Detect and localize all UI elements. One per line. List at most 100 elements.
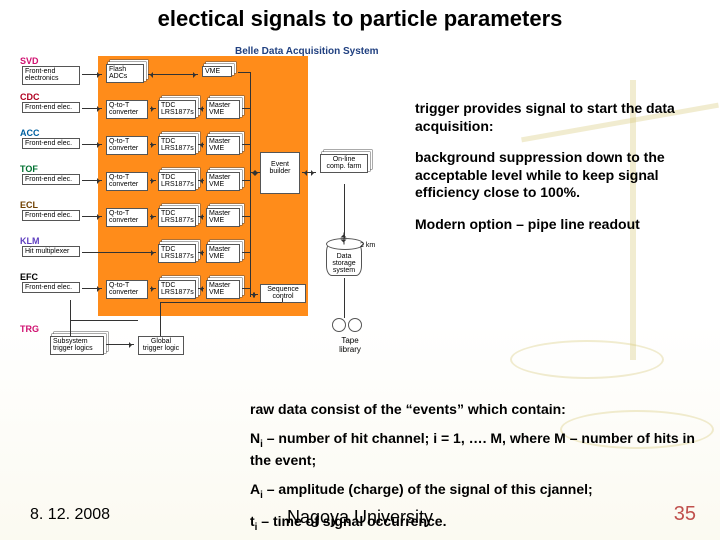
acc-master: MasterVME	[206, 136, 240, 155]
online-farm: On-line comp. farm	[320, 154, 368, 173]
wire	[70, 320, 138, 321]
data-storage: Data storage system	[326, 242, 362, 276]
label-acc: ACC	[20, 128, 50, 138]
wire	[160, 302, 161, 336]
arrow	[198, 144, 204, 145]
txt: A	[250, 481, 260, 497]
txt: LRS1877s	[161, 181, 194, 188]
txt: Master	[209, 210, 230, 217]
cdc-master: MasterVME	[206, 100, 240, 119]
arrow	[198, 252, 204, 253]
arrow	[150, 108, 156, 109]
txt: – amplitude (charge) of the signal of th…	[263, 481, 593, 497]
arrow	[148, 74, 198, 75]
arrow	[198, 180, 204, 181]
tape-library-label: Tape library	[330, 336, 370, 354]
ecl-tdc: TDCLRS1877s	[158, 208, 196, 227]
ecl-frontend: Front-end elec.	[22, 210, 80, 221]
txt: VME	[209, 253, 224, 260]
label-svd: SVD	[20, 56, 50, 66]
arrow	[150, 288, 156, 289]
klm-master: MasterVME	[206, 244, 240, 263]
tof-master: MasterVME	[206, 172, 240, 191]
txt: – number of hit channel; i = 1, …. M, wh…	[250, 430, 695, 468]
wire	[70, 300, 71, 336]
label-tof: TOF	[20, 164, 50, 174]
arrow	[250, 294, 258, 295]
txt: VME	[209, 217, 224, 224]
txt: LRS1877s	[161, 253, 194, 260]
label-ecl: ECL	[20, 200, 50, 210]
wire	[242, 144, 250, 145]
label-trg: TRG	[20, 324, 50, 334]
arrow	[82, 180, 102, 181]
arrow	[82, 144, 102, 145]
wire	[344, 184, 345, 238]
arrow	[150, 180, 156, 181]
wire	[238, 72, 250, 73]
wire	[242, 288, 250, 289]
label-klm: KLM	[20, 236, 50, 246]
arrow	[250, 172, 260, 173]
txt: ADCs	[109, 73, 127, 80]
footer-university: Nagoya University	[0, 507, 720, 528]
tof-frontend: Front-end elec.	[22, 174, 80, 185]
efc-tdc: TDCLRS1877s	[158, 280, 196, 299]
txt: Q-to-T converter	[109, 282, 138, 296]
arrow	[82, 252, 156, 253]
klm-frontend: Hit multiplexer	[22, 246, 80, 257]
txt: Q-to-T converter	[109, 138, 138, 152]
wire	[242, 216, 250, 217]
txt: LRS1877s	[161, 217, 194, 224]
side-p2: background suppression down to the accep…	[415, 149, 705, 202]
txt: Q-to-T converter	[109, 210, 138, 224]
wire	[344, 278, 345, 318]
bottom-p3: Ai – amplitude (charge) of the signal of…	[250, 480, 710, 502]
arrow	[198, 108, 204, 109]
txt: Master	[209, 246, 230, 253]
label-efc: EFC	[20, 272, 50, 282]
txt: VME	[209, 289, 224, 296]
txt: TDC	[161, 174, 175, 181]
klm-tdc: TDCLRS1877s	[158, 244, 196, 263]
txt: Master	[209, 282, 230, 289]
txt: Data storage system	[332, 253, 355, 274]
efc-qtot: Q-to-T converter	[106, 280, 148, 299]
txt: N	[250, 430, 260, 446]
tof-tdc: TDCLRS1877s	[158, 172, 196, 191]
bottom-p1: raw data consist of the “events” which c…	[250, 400, 710, 419]
efc-master: MasterVME	[206, 280, 240, 299]
efc-frontend: Front-end elec.	[22, 282, 80, 293]
txt: Flash	[109, 66, 126, 73]
arrow	[150, 216, 156, 217]
txt: Master	[209, 102, 230, 109]
arrow	[302, 172, 316, 173]
cdc-qtot: Q-to-T converter	[106, 100, 148, 119]
arrow	[82, 108, 102, 109]
wire	[282, 298, 283, 302]
svd-flash-adc: Flash ADCs	[106, 64, 144, 83]
txt: TDC	[161, 210, 175, 217]
arrow	[198, 288, 204, 289]
arrow	[198, 216, 204, 217]
txt: TDC	[161, 282, 175, 289]
acc-frontend: Front-end elec.	[22, 138, 80, 149]
link-2km: 2 km	[360, 242, 375, 249]
txt: Master	[209, 138, 230, 145]
txt: TDC	[161, 102, 175, 109]
wire	[160, 302, 282, 303]
arrow	[82, 216, 102, 217]
arrow	[82, 288, 102, 289]
bottom-p2: Ni – number of hit channel; i = 1, …. M,…	[250, 429, 710, 470]
arrow	[150, 144, 156, 145]
arrow	[82, 74, 102, 75]
wire	[242, 180, 250, 181]
txt: LRS1877s	[161, 289, 194, 296]
svd-frontend: Front-end electronics	[22, 66, 80, 85]
txt: LRS1877s	[161, 145, 194, 152]
sequence-control: Sequence control	[260, 284, 306, 303]
txt: LRS1877s	[161, 109, 194, 116]
svd-vme: VME	[202, 66, 232, 77]
arrow	[344, 233, 345, 245]
ecl-master: MasterVME	[206, 208, 240, 227]
